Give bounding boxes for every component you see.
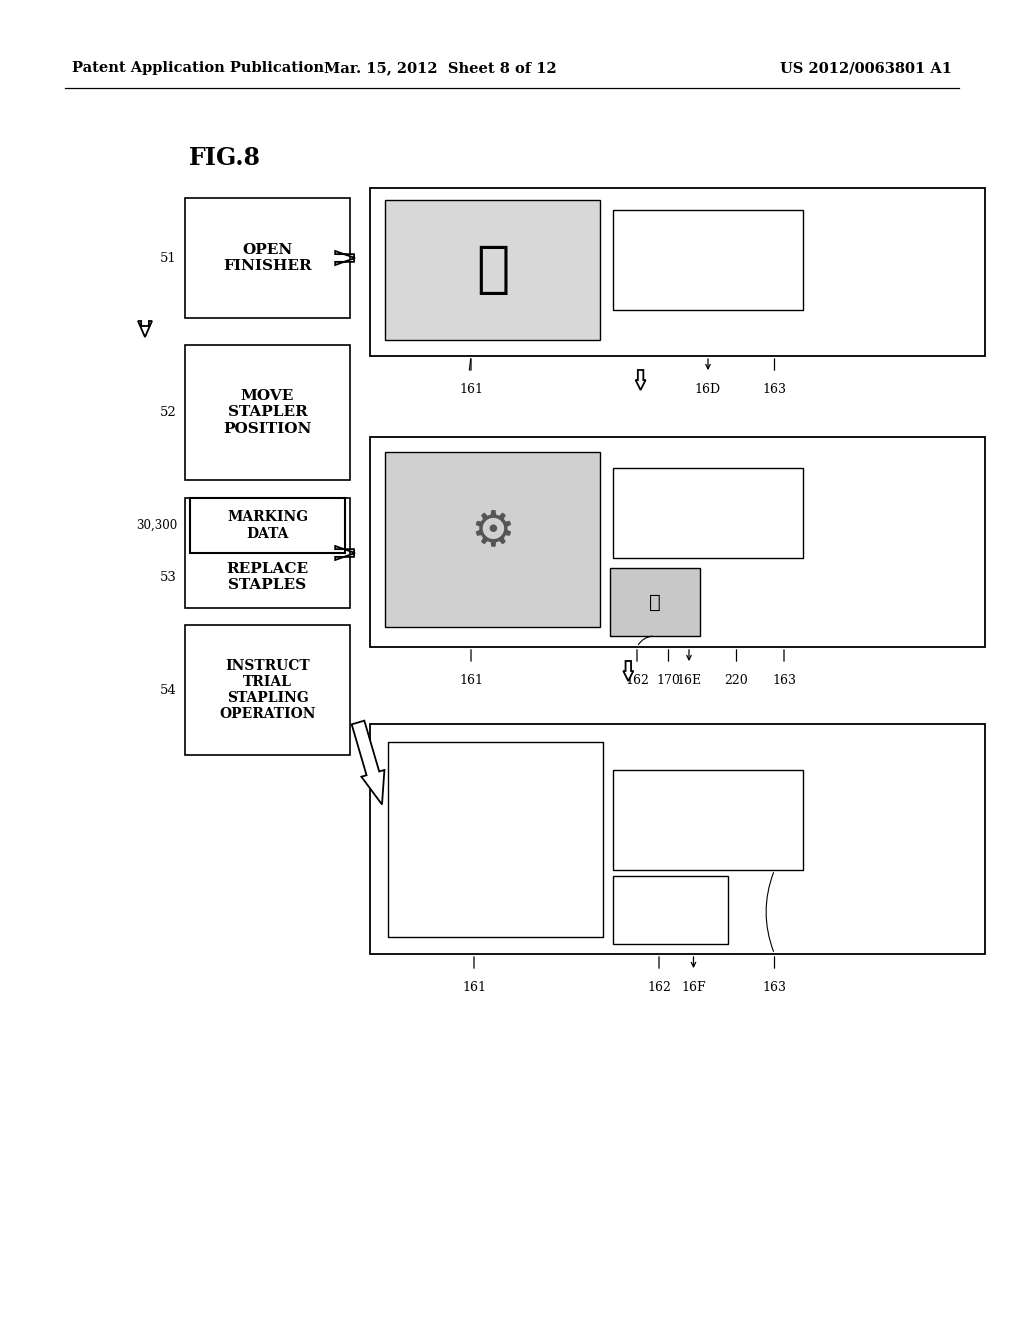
Text: Patent Application Publication: Patent Application Publication xyxy=(72,61,324,75)
Polygon shape xyxy=(624,661,633,681)
Text: ⚙: ⚙ xyxy=(470,507,515,554)
Text: 🖨: 🖨 xyxy=(476,243,509,297)
Text: 162: 162 xyxy=(625,675,649,686)
Text: 🔧: 🔧 xyxy=(649,593,660,611)
Bar xyxy=(370,437,985,647)
Bar xyxy=(190,498,345,553)
Text: 16D: 16D xyxy=(695,383,721,396)
Text: OPEN
FINISHER: OPEN FINISHER xyxy=(223,243,312,273)
Text: 161: 161 xyxy=(459,383,483,396)
Text: 220: 220 xyxy=(725,675,749,686)
Text: FIG.8: FIG.8 xyxy=(189,147,261,170)
Polygon shape xyxy=(335,546,355,560)
Bar xyxy=(613,469,803,558)
Polygon shape xyxy=(351,721,384,804)
Bar xyxy=(610,568,700,636)
Text: 163: 163 xyxy=(772,675,796,686)
Polygon shape xyxy=(636,370,645,389)
Text: 30,300: 30,300 xyxy=(136,519,177,532)
Bar xyxy=(613,770,803,870)
Text: 161: 161 xyxy=(462,981,486,994)
Text: 51: 51 xyxy=(160,252,177,264)
Bar xyxy=(370,723,985,954)
Text: 170: 170 xyxy=(656,675,680,686)
Polygon shape xyxy=(138,321,152,337)
Bar xyxy=(385,451,600,627)
Bar xyxy=(613,210,803,310)
Text: 53: 53 xyxy=(160,570,177,583)
Bar xyxy=(185,624,350,755)
Text: 54: 54 xyxy=(160,684,177,697)
Bar xyxy=(185,498,350,609)
Text: REPLACE
STAPLES: REPLACE STAPLES xyxy=(226,562,308,593)
Text: 163: 163 xyxy=(763,981,786,994)
Text: 16E: 16E xyxy=(677,675,701,686)
Text: US 2012/0063801 A1: US 2012/0063801 A1 xyxy=(780,61,952,75)
Bar xyxy=(385,201,600,341)
Text: MARKING
DATA: MARKING DATA xyxy=(227,511,308,541)
Text: 162: 162 xyxy=(647,981,671,994)
Text: 16F: 16F xyxy=(681,981,706,994)
Bar xyxy=(185,198,350,318)
Text: 163: 163 xyxy=(763,383,786,396)
Bar xyxy=(185,345,350,480)
Text: INSTRUCT
TRIAL
STAPLING
OPERATION: INSTRUCT TRIAL STAPLING OPERATION xyxy=(219,659,315,721)
Bar xyxy=(388,742,603,937)
Polygon shape xyxy=(335,251,355,265)
Bar xyxy=(370,187,985,356)
Text: Mar. 15, 2012  Sheet 8 of 12: Mar. 15, 2012 Sheet 8 of 12 xyxy=(324,61,557,75)
Text: 161: 161 xyxy=(459,675,483,686)
Text: MOVE
STAPLER
POSITION: MOVE STAPLER POSITION xyxy=(223,389,311,436)
Bar xyxy=(613,876,728,944)
Text: 52: 52 xyxy=(160,407,177,418)
